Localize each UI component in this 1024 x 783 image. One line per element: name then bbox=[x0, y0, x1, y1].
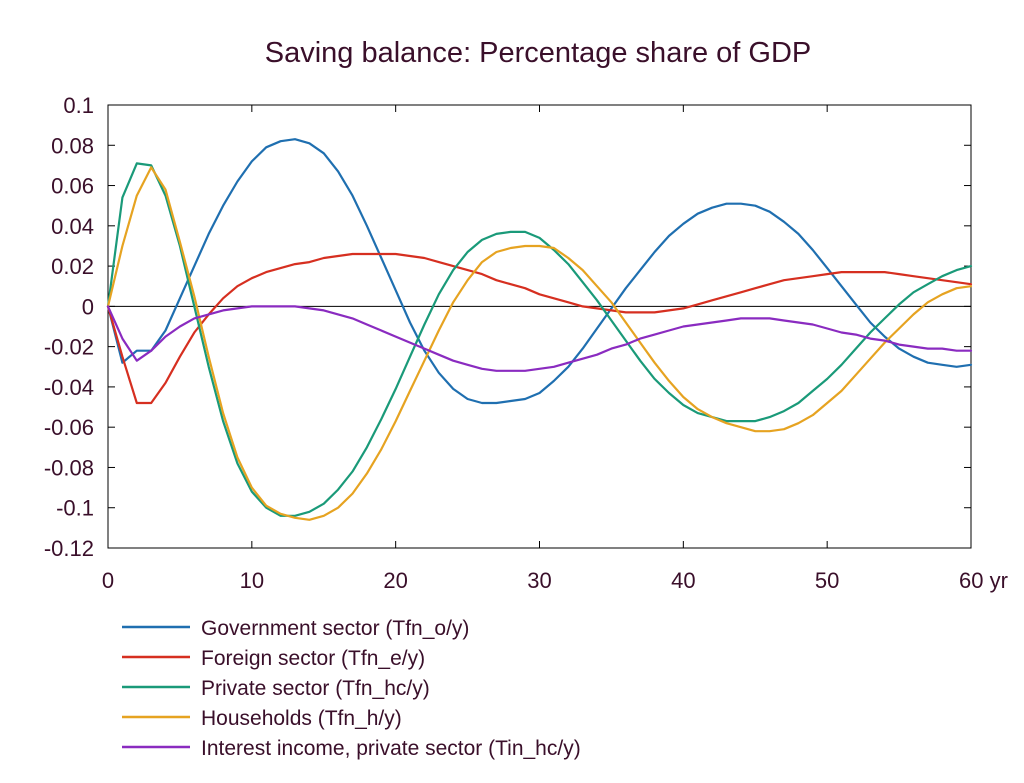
plot-frame bbox=[107, 104, 972, 549]
legend-label-1: Government sector (Tfn_o/y) bbox=[201, 617, 469, 640]
y-tick-label: 0.04 bbox=[51, 214, 94, 239]
x-tick-label: 0 bbox=[102, 568, 114, 593]
x-tick-label: 40 bbox=[671, 568, 695, 593]
y-tick-label: 0.1 bbox=[63, 93, 94, 118]
x-tick-label: 10 bbox=[240, 568, 264, 593]
y-tick-label: 0.06 bbox=[51, 174, 94, 199]
y-tick-label: 0.02 bbox=[51, 254, 94, 279]
series-group bbox=[106, 138, 973, 521]
y-tick-label: 0 bbox=[82, 294, 94, 319]
y-tick-label: -0.02 bbox=[44, 335, 94, 360]
y-axis: 0.1 0.08 0.06 0.04 0.02 0 -0.02 -0.04 -0.06 -0.08… bbox=[44, 93, 971, 561]
x-tick-label: 30 bbox=[527, 568, 551, 593]
x-tick-label: 20 bbox=[383, 568, 407, 593]
legend-label-2: Foreign sector (Tfn_e/y) bbox=[201, 647, 425, 670]
chart-title: Saving balance: Percentage share of GDP bbox=[265, 37, 812, 69]
y-tick-label: 0.08 bbox=[51, 133, 94, 158]
y-tick-label: -0.04 bbox=[44, 375, 94, 400]
series-line-4 bbox=[106, 166, 973, 521]
y-tick-label: -0.1 bbox=[56, 496, 94, 521]
legend: Government sector (Tfn_o/y) Foreign secto… bbox=[122, 617, 581, 760]
legend-label-4: Households (Tfn_h/y) bbox=[201, 707, 402, 730]
x-tick-label: 50 bbox=[815, 568, 839, 593]
series-line-3 bbox=[106, 162, 973, 517]
series-line-5 bbox=[106, 305, 973, 372]
y-tick-label: -0.06 bbox=[44, 415, 94, 440]
legend-label-5: Interest income, private sector (Tin_hc/… bbox=[201, 737, 581, 760]
legend-label-3: Private sector (Tfn_hc/y) bbox=[201, 677, 430, 700]
y-tick-label: -0.08 bbox=[44, 455, 94, 480]
series-line-2 bbox=[106, 252, 973, 405]
series-line-1 bbox=[106, 138, 973, 405]
plot-border bbox=[107, 104, 972, 549]
y-tick-label: -0.12 bbox=[44, 536, 94, 561]
x-axis: 0 10 20 30 40 50 60 yr bbox=[102, 105, 1008, 593]
x-tick-label: 60 yr bbox=[959, 568, 1008, 593]
